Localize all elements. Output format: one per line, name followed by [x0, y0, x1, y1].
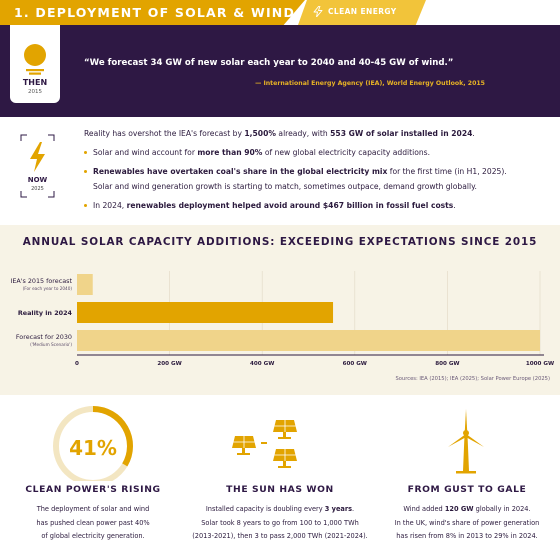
- card-line: of global electricity generation.: [41, 532, 145, 540]
- text: for the first time (in H1, 2025).: [387, 167, 507, 176]
- pie-ring-icon: [53, 406, 133, 481]
- quote-source: — International Energy Agency (IEA), Wor…: [255, 80, 485, 87]
- text-bold: 3 years: [324, 505, 353, 513]
- now-line-overshoot: Reality has overshot the IEA's forecast …: [84, 129, 475, 138]
- text: In 2024,: [93, 201, 127, 210]
- card-title: CLEAN POWER'S RISING: [25, 484, 161, 495]
- category-label: Forecast for 2030: [16, 333, 72, 341]
- solar-capacity-chart: ANNUAL SOLAR CAPACITY ADDITIONS: EXCEEDI…: [0, 225, 560, 395]
- bar-1: [77, 302, 334, 323]
- bar-2: [77, 330, 540, 351]
- category-label: Reality in 2024: [18, 309, 73, 317]
- text-bold: more than 90%: [197, 148, 263, 157]
- now-bullet-coal: Renewables have overtaken coal's share i…: [84, 167, 507, 176]
- card-sun-has-won: THE SUN HAS WON Installed capacity is do…: [187, 395, 373, 553]
- card-clean-power: 41% CLEAN POWER'S RISING The deployment …: [0, 395, 186, 553]
- card-line: has risen from 8% in 2013 to 29% in 2024…: [396, 532, 538, 540]
- chart-title: ANNUAL SOLAR CAPACITY ADDITIONS: EXCEEDI…: [22, 236, 538, 248]
- now-section: NOW 2025 Reality has overshot the IEA's …: [0, 117, 560, 225]
- now-bullet-capacity: Solar and wind account for more than 90%…: [84, 148, 430, 157]
- x-tick-label: 200 GW: [157, 361, 181, 367]
- text-bold: renewables deployment helped avoid aroun…: [126, 201, 454, 210]
- card-body: Wind added 120 GW globally in 2024. In t…: [374, 503, 560, 544]
- card-line: has pushed clean power past 40%: [36, 518, 150, 527]
- bar-0: [77, 274, 93, 295]
- now-bullet-costs: In 2024, renewables deployment helped av…: [84, 201, 456, 210]
- text: already, with: [276, 129, 331, 138]
- bolt-icon: [313, 6, 323, 17]
- bullet-dot: [84, 169, 87, 173]
- card-body: The deployment of solar and wind has pus…: [0, 503, 186, 544]
- text: Wind added: [403, 505, 445, 513]
- then-year: 2015: [28, 89, 42, 95]
- x-tick-label: 600 GW: [343, 361, 367, 367]
- card-body: Installed capacity is doubling every 3 y…: [187, 503, 373, 544]
- card-line: Wind added 120 GW globally in 2024.: [374, 503, 560, 517]
- solar-panels-icon: [232, 420, 297, 468]
- bolt-icon: [30, 142, 45, 172]
- card-title: FROM GUST TO GALE: [407, 484, 527, 495]
- category-sublabel: ('Medium Scenario'): [30, 342, 72, 347]
- page-title: 1. DEPLOYMENT OF SOLAR & WIND: [14, 5, 296, 20]
- header-title-banner: [0, 0, 305, 25]
- header-tag-banner: [298, 0, 426, 25]
- category-sublabel: (For each year to 2040): [23, 286, 73, 291]
- category-label: IEA's 2015 forecast: [10, 277, 72, 285]
- card-gust-to-gale: FROM GUST TO GALE Wind added 120 GW glob…: [374, 395, 560, 553]
- chart-source: Sources: IEA (2015); IEA (2025); Solar P…: [395, 376, 550, 382]
- text: .: [352, 505, 355, 513]
- card-title: THE SUN HAS WON: [226, 484, 334, 495]
- text: .: [453, 201, 456, 210]
- sun-icon: [24, 44, 46, 75]
- text: Reality has overshot the IEA's forecast …: [84, 129, 245, 138]
- x-tick-label: 1000 GW: [526, 361, 554, 367]
- text: .: [472, 129, 475, 138]
- highlight-cards: 41% CLEAN POWER'S RISING The deployment …: [0, 395, 560, 553]
- text: of new global electricity capacity addit…: [262, 148, 431, 157]
- text-bold: 553 GW of solar installed in 2024: [330, 129, 473, 138]
- now-year: 2025: [31, 186, 44, 192]
- header: 1. DEPLOYMENT OF SOLAR & WIND CLEAN ENER…: [0, 0, 560, 25]
- card-line: Installed capacity is doubling every 3 y…: [187, 503, 373, 517]
- x-tick-label: 0: [75, 361, 79, 367]
- now-line-demand: Solar and wind generation growth is star…: [93, 182, 477, 191]
- card-line: In the UK, wind's share of power generat…: [394, 518, 540, 527]
- wind-turbine-icon: [448, 409, 484, 474]
- now-badge-frame: [20, 134, 55, 198]
- then-badge: THEN 2015: [10, 25, 60, 103]
- category-tag-label: CLEAN ENERGY: [328, 7, 397, 16]
- bullet-dot: [84, 150, 87, 154]
- bullet-dot: [84, 203, 87, 207]
- text: Solar and wind account for: [93, 148, 198, 157]
- text: Installed capacity is doubling every: [205, 505, 325, 513]
- chart-plot: IEA's 2015 forecast(For each year to 204…: [10, 271, 554, 367]
- x-tick-label: 800 GW: [435, 361, 459, 367]
- card-line: (2013-2021), then 3 to pass 2,000 TWh (2…: [192, 532, 368, 540]
- then-label: THEN: [22, 78, 48, 87]
- then-section: THEN 2015 “We forecast 34 GW of new sola…: [0, 25, 560, 117]
- text-bold: Renewables have overtaken coal's share i…: [93, 167, 388, 176]
- now-label: NOW: [27, 176, 48, 184]
- card-line: The deployment of solar and wind: [36, 505, 150, 513]
- text-bold: 1,500%: [244, 129, 276, 138]
- iea-quote: “We forecast 34 GW of new solar each yea…: [84, 58, 454, 68]
- card-line: Solar took 8 years to go from 100 to 1,0…: [201, 518, 359, 527]
- x-tick-label: 400 GW: [250, 361, 274, 367]
- text-bold: 120 GW: [444, 505, 474, 513]
- category-tag: CLEAN ENERGY: [313, 6, 397, 17]
- clean-power-percentage: 41%: [69, 436, 117, 460]
- text: globally in 2024.: [473, 505, 531, 513]
